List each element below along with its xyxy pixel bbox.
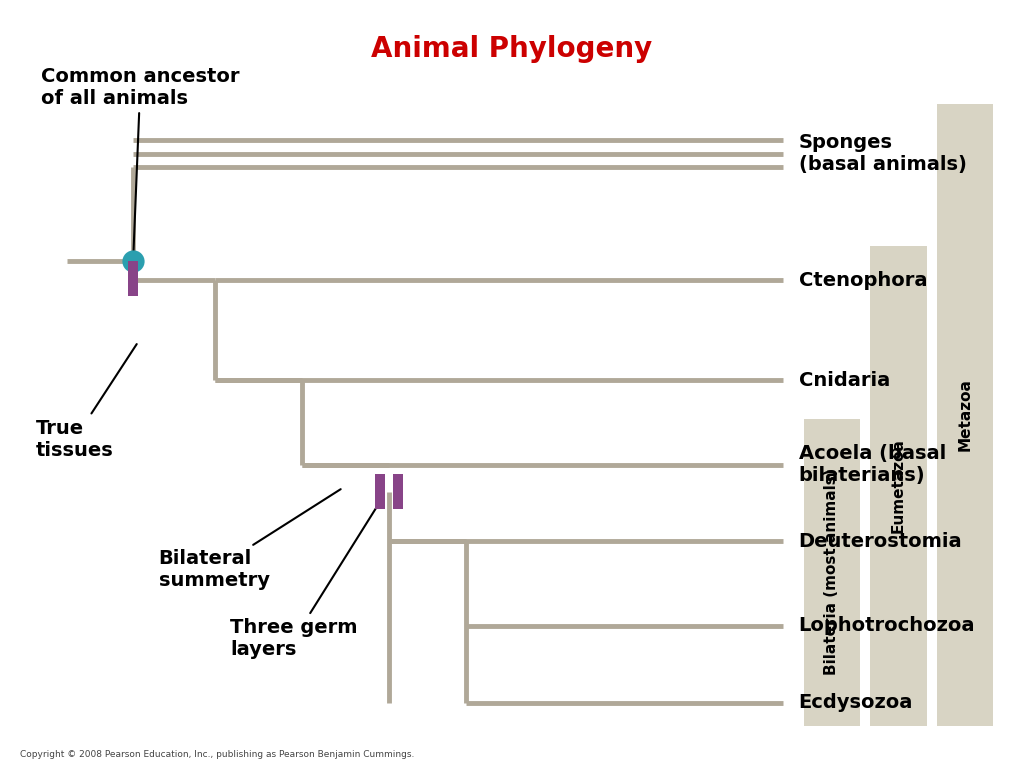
- Bar: [393, 475, 403, 509]
- Text: Deuterostomia: Deuterostomia: [799, 532, 963, 551]
- Text: Three germ
layers: Three germ layers: [230, 498, 383, 659]
- Bar: [870, 246, 927, 726]
- Text: Common ancestor
of all animals: Common ancestor of all animals: [41, 67, 240, 258]
- Text: Eumetazoa: Eumetazoa: [891, 439, 906, 533]
- Text: Bilateria (most animals): Bilateria (most animals): [824, 468, 840, 676]
- Bar: [804, 419, 860, 726]
- Text: Ecdysozoa: Ecdysozoa: [799, 694, 913, 712]
- Text: Bilateral
summetry: Bilateral summetry: [159, 489, 341, 590]
- Bar: [375, 475, 385, 509]
- Text: Metazoa: Metazoa: [957, 379, 973, 451]
- Text: Acoela (basal
bilaterians): Acoela (basal bilaterians): [799, 444, 946, 485]
- Text: True
tissues: True tissues: [36, 344, 137, 459]
- Bar: [937, 104, 993, 726]
- Text: Cnidaria: Cnidaria: [799, 371, 890, 389]
- Bar: [128, 261, 138, 296]
- Text: Copyright © 2008 Pearson Education, Inc., publishing as Pearson Benjamin Cumming: Copyright © 2008 Pearson Education, Inc.…: [20, 750, 415, 759]
- Text: Animal Phylogeny: Animal Phylogeny: [372, 35, 652, 62]
- Text: Ctenophora: Ctenophora: [799, 271, 927, 290]
- Text: Lophotrochozoa: Lophotrochozoa: [799, 617, 975, 635]
- Text: Sponges
(basal animals): Sponges (basal animals): [799, 133, 967, 174]
